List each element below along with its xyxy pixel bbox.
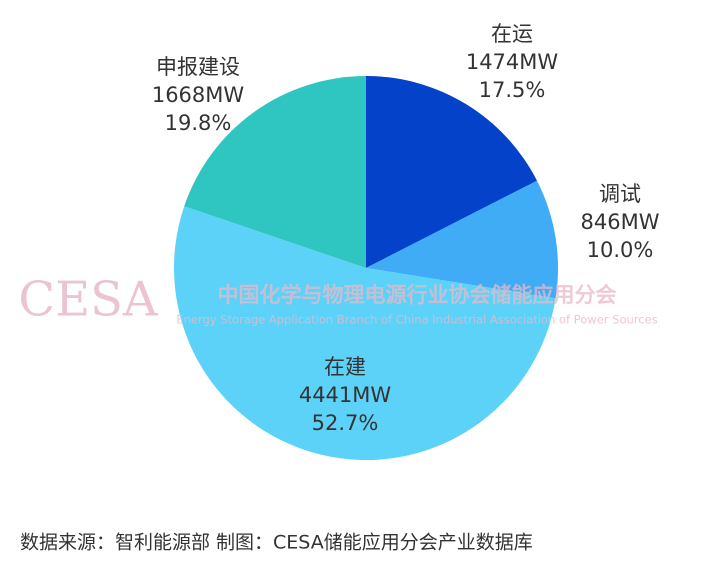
slice-value: 846MW <box>581 210 660 234</box>
source: 数据来源：智利能源部 制图：CESA储能应用分会产业数据库 <box>20 532 533 554</box>
slice-percent: 19.8% <box>165 111 232 135</box>
slice-category: 在运 <box>491 22 533 46</box>
pie-slice <box>366 180 558 299</box>
slice-percent: 17.5% <box>479 78 546 102</box>
pie <box>174 76 558 460</box>
slice-percent: 10.0% <box>587 238 654 262</box>
slice-category: 在建 <box>324 355 366 379</box>
slice-value: 4441MW <box>299 383 392 407</box>
pie-slice <box>174 206 556 460</box>
watermark-english: Energy Storage Application Branch of Chi… <box>176 313 657 327</box>
slice-category: 调试 <box>599 182 641 206</box>
pie-slice <box>366 76 538 268</box>
pie-slice <box>184 76 366 268</box>
slice-value: 1474MW <box>466 50 559 74</box>
watermark-name: 中国化学与物理电源行业协会储能应用分会 <box>218 283 617 307</box>
slice-percent: 52.7% <box>312 411 379 435</box>
watermark-logo: CESA <box>18 272 159 328</box>
slice-category: 申报建设 <box>156 55 240 79</box>
slice-value: 1668MW <box>152 83 245 107</box>
